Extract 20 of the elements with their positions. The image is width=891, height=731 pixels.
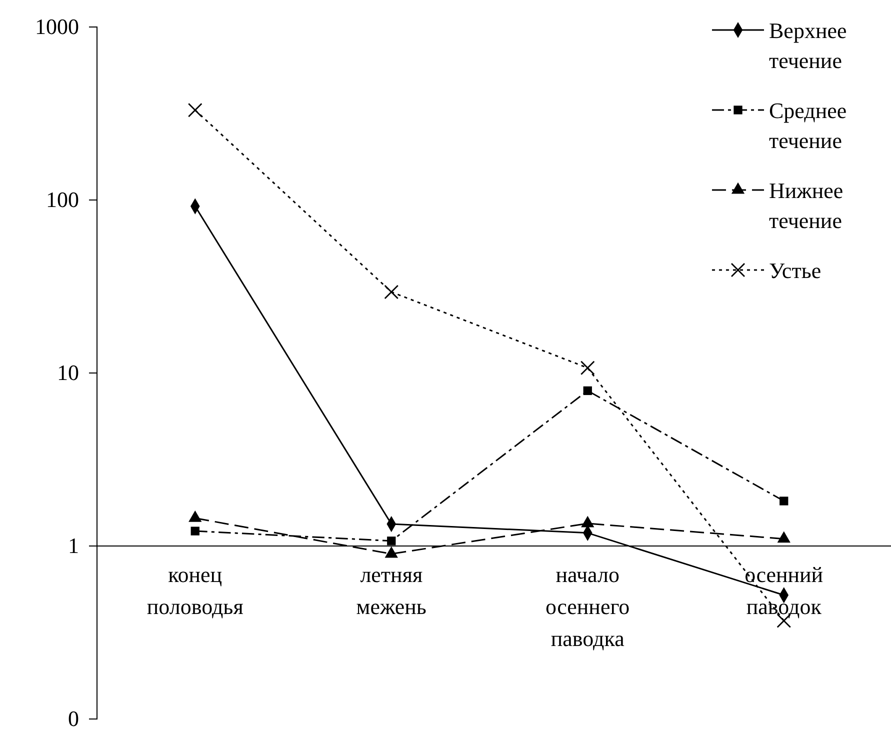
y-tick-label: 10 bbox=[57, 360, 79, 386]
point bbox=[580, 360, 595, 375]
x-tick-label: летняя межень bbox=[356, 562, 426, 619]
y-tick-label: 0 bbox=[68, 706, 79, 731]
y-tick-label: 100 bbox=[46, 187, 79, 212]
x-tick-label: конец половодья bbox=[146, 562, 244, 619]
point bbox=[188, 103, 202, 118]
point bbox=[190, 526, 200, 536]
y-tick-label: 1 bbox=[68, 533, 79, 558]
y-tick-label: 1000 bbox=[35, 14, 79, 40]
legend-label: Нижнее течение bbox=[769, 178, 844, 233]
point bbox=[387, 536, 396, 546]
point bbox=[780, 496, 788, 506]
point bbox=[384, 284, 398, 299]
x-tick-label: начало осеннего паводка bbox=[546, 562, 630, 651]
x-tick-label: осенний паводок bbox=[744, 562, 824, 619]
legend-label: Среднее течение bbox=[769, 98, 847, 153]
legend-label: Верхнее течение bbox=[769, 18, 847, 73]
legend-label: Устье bbox=[769, 258, 822, 283]
point bbox=[583, 386, 592, 396]
